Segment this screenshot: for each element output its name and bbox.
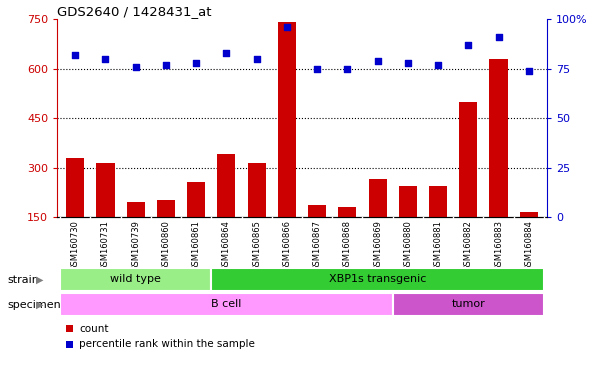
Bar <box>368 179 386 266</box>
Bar <box>278 23 296 266</box>
Point <box>524 68 534 74</box>
Text: GSM160867: GSM160867 <box>313 220 322 271</box>
Text: wild type: wild type <box>110 274 161 285</box>
Bar <box>66 158 84 266</box>
Point <box>373 58 382 64</box>
Bar <box>212 268 544 291</box>
Bar <box>308 205 326 266</box>
Point <box>282 24 291 30</box>
Text: GSM160866: GSM160866 <box>282 220 291 271</box>
Bar <box>338 207 356 266</box>
Text: percentile rank within the sample: percentile rank within the sample <box>79 339 255 349</box>
Point <box>252 56 261 62</box>
Bar <box>218 154 236 266</box>
Text: B cell: B cell <box>211 299 242 310</box>
Bar <box>60 293 392 316</box>
Text: GSM160880: GSM160880 <box>403 220 412 271</box>
Bar <box>187 182 206 266</box>
Text: GSM160883: GSM160883 <box>494 220 503 271</box>
Bar <box>60 268 212 291</box>
Text: GSM160882: GSM160882 <box>464 220 473 271</box>
Text: GSM160739: GSM160739 <box>131 220 140 271</box>
Bar <box>392 293 544 316</box>
Point <box>463 42 473 48</box>
Text: ▶: ▶ <box>36 300 43 310</box>
Bar <box>520 212 538 266</box>
Bar <box>429 185 447 266</box>
Text: GDS2640 / 1428431_at: GDS2640 / 1428431_at <box>57 5 212 18</box>
Text: XBP1s transgenic: XBP1s transgenic <box>329 274 426 285</box>
Text: GSM160861: GSM160861 <box>192 220 201 271</box>
Point <box>403 60 413 66</box>
Bar <box>398 185 417 266</box>
Bar <box>459 102 477 266</box>
Point <box>494 34 504 40</box>
Point <box>100 56 110 62</box>
Text: specimen: specimen <box>7 300 61 310</box>
Text: ▶: ▶ <box>36 275 43 285</box>
Point <box>70 52 80 58</box>
Point <box>191 60 201 66</box>
Point <box>161 61 171 68</box>
Bar <box>157 200 175 266</box>
Bar <box>248 162 266 266</box>
Point <box>313 66 322 72</box>
Text: strain: strain <box>7 275 39 285</box>
Text: GSM160730: GSM160730 <box>71 220 80 271</box>
Bar <box>489 59 508 266</box>
Bar <box>96 162 115 266</box>
Point <box>433 61 443 68</box>
Text: GSM160869: GSM160869 <box>373 220 382 271</box>
Bar <box>127 202 145 266</box>
Text: GSM160731: GSM160731 <box>101 220 110 271</box>
Text: tumor: tumor <box>451 299 485 310</box>
Text: GSM160864: GSM160864 <box>222 220 231 271</box>
Text: GSM160860: GSM160860 <box>162 220 171 271</box>
Point <box>131 64 141 70</box>
Text: count: count <box>79 324 109 334</box>
Text: GSM160865: GSM160865 <box>252 220 261 271</box>
Text: GSM160884: GSM160884 <box>524 220 533 271</box>
Text: GSM160881: GSM160881 <box>433 220 442 271</box>
Point <box>222 50 231 56</box>
Text: GSM160868: GSM160868 <box>343 220 352 271</box>
Point <box>343 66 352 72</box>
